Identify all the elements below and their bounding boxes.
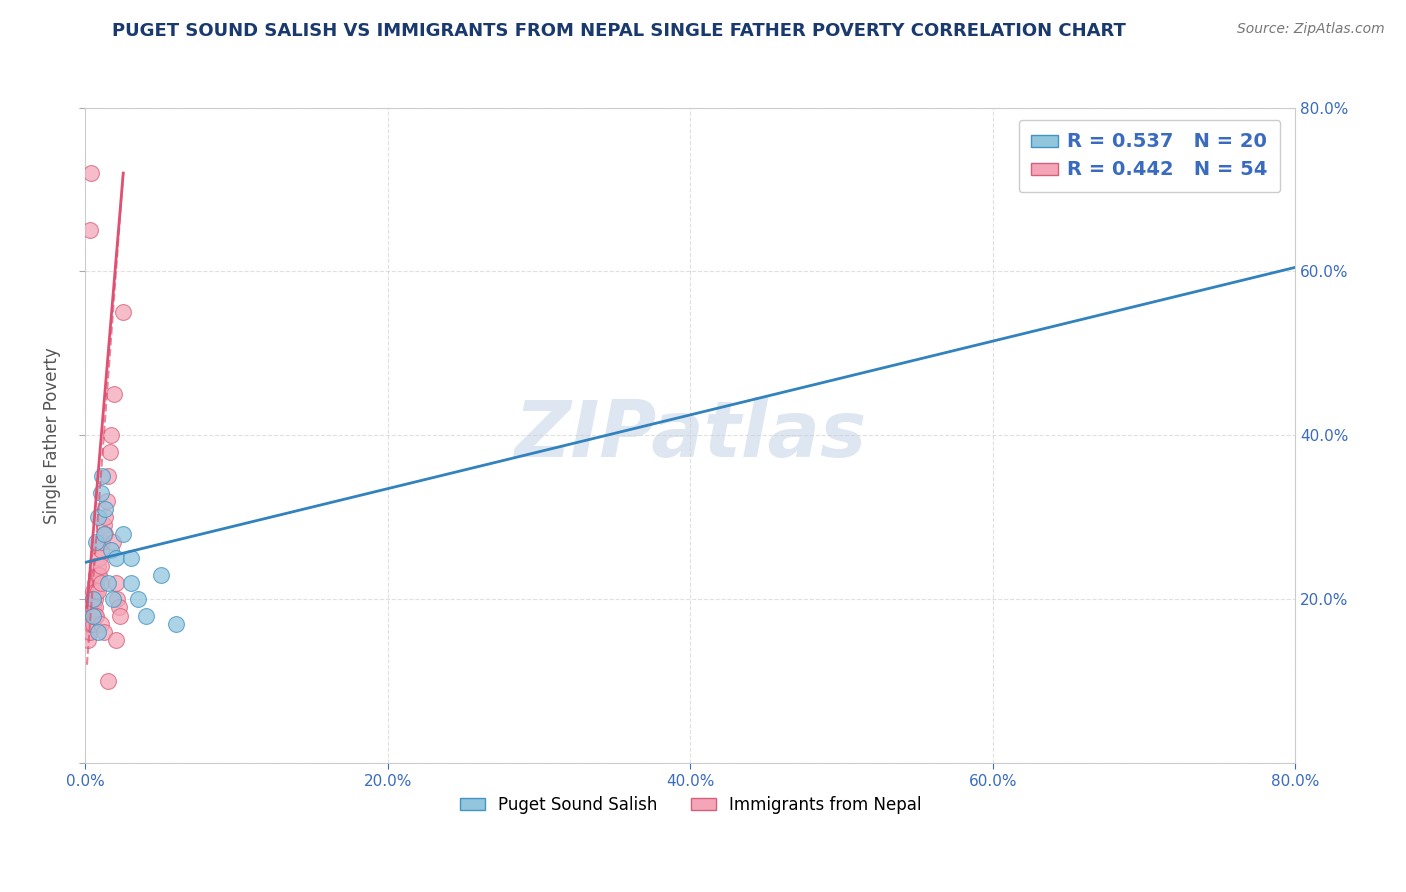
Point [101,534,124,549]
Point [91,534,114,549]
Point [105,592,128,607]
Point [127,592,149,607]
Point [84,608,107,623]
Point [110,608,132,623]
Point [84,584,107,599]
Point [90,575,112,590]
Point [96,494,118,508]
Point [80,600,103,615]
Point [165,616,187,631]
Point [82,608,104,623]
Text: ZIPatlas: ZIPatlas [515,397,866,474]
Point [84,534,107,549]
Point [135,608,157,623]
Point [80,616,103,631]
Point [98,444,121,458]
Point [100,428,122,442]
Point [83,592,105,607]
Point [94,510,117,524]
Point [97,674,120,689]
Point [120,575,142,590]
Point [97,575,120,590]
Point [100,543,122,558]
Point [79,592,101,607]
Point [82,616,104,631]
Point [84,575,107,590]
Point [76,608,98,623]
Point [77,625,100,640]
Point [94,526,117,541]
Point [120,551,142,566]
Point [93,625,115,640]
Point [83,575,105,590]
Point [86,584,108,599]
Point [77,608,100,623]
Point [79,608,101,623]
Point [90,485,112,500]
Point [90,616,112,631]
Point [79,223,101,237]
Point [80,166,103,180]
Point [90,543,112,558]
Point [91,469,114,483]
Point [104,633,127,648]
Point [79,625,101,640]
Point [97,469,120,483]
Point [86,559,108,574]
Point [94,502,117,516]
Point [77,633,100,648]
Point [104,551,127,566]
Point [86,510,108,524]
Point [103,387,125,401]
Point [90,559,112,574]
Y-axis label: Single Father Poverty: Single Father Poverty [44,347,60,524]
Point [107,600,129,615]
Point [82,592,104,607]
Point [82,600,104,615]
Point [82,592,104,607]
Text: PUGET SOUND SALISH VS IMMIGRANTS FROM NEPAL SINGLE FATHER POVERTY CORRELATION CH: PUGET SOUND SALISH VS IMMIGRANTS FROM NE… [111,22,1126,40]
Point [83,608,105,623]
Point [112,305,135,319]
Point [101,592,124,607]
Point [87,551,110,566]
Point [86,567,108,582]
Point [82,584,104,599]
Point [80,608,103,623]
Point [150,567,173,582]
Point [87,567,110,582]
Point [112,526,135,541]
Point [104,575,127,590]
Point [86,625,108,640]
Legend: Puget Sound Salish, Immigrants from Nepal: Puget Sound Salish, Immigrants from Nepa… [453,789,928,821]
Point [84,567,107,582]
Point [76,592,98,607]
Point [93,518,115,533]
Text: Source: ZipAtlas.com: Source: ZipAtlas.com [1237,22,1385,37]
Point [82,608,104,623]
Point [83,600,105,615]
Point [93,526,115,541]
Point [79,616,101,631]
